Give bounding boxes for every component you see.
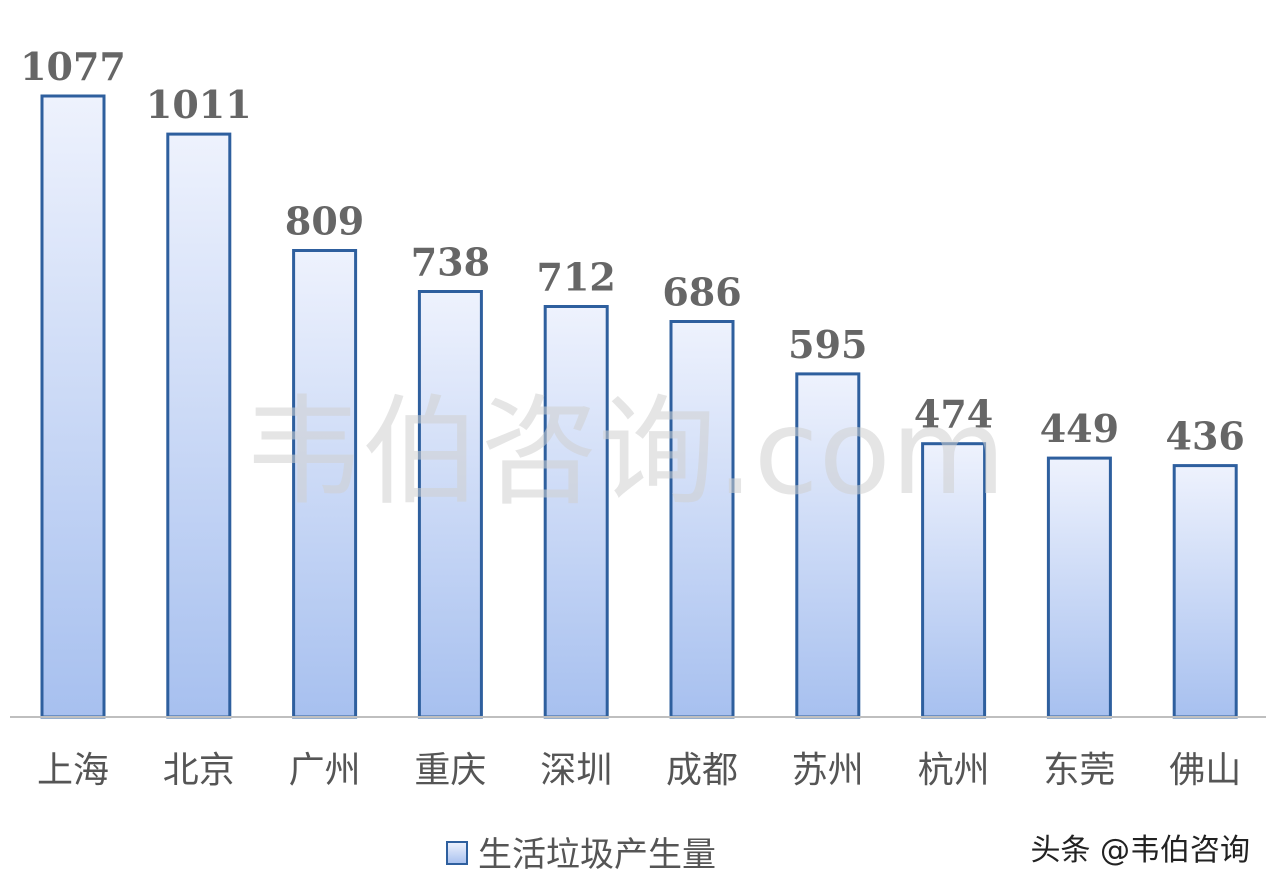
legend: 生活垃圾产生量 — [446, 835, 716, 875]
value-label-10: 436 — [1166, 414, 1245, 459]
value-label-7: 595 — [788, 322, 867, 367]
category-label-8: 杭州 — [918, 750, 990, 791]
category-label-10: 佛山 — [1169, 750, 1241, 791]
bar-10 — [1172, 464, 1238, 719]
legend-label: 生活垃圾产生量 — [478, 835, 716, 875]
bar-4 — [417, 290, 483, 719]
value-label-4: 738 — [411, 240, 490, 285]
value-label-2: 1011 — [146, 82, 252, 127]
value-label-5: 712 — [537, 255, 616, 300]
category-label-7: 苏州 — [792, 750, 864, 791]
bar-9 — [1046, 456, 1112, 719]
value-label-1: 1077 — [20, 44, 126, 89]
value-label-8: 474 — [914, 392, 993, 437]
value-labels-group: 1077 1011 809 738 712 686 595 474 449 436 — [20, 44, 1245, 459]
category-label-9: 东莞 — [1043, 750, 1115, 791]
value-label-3: 809 — [285, 199, 364, 244]
bar-8 — [921, 442, 987, 719]
category-labels-group: 上海 北京 广州 重庆 深圳 成都 苏州 杭州 东莞 佛山 — [37, 750, 1241, 791]
bars-group — [40, 94, 1238, 719]
value-label-9: 449 — [1040, 406, 1119, 451]
bar-2 — [166, 132, 232, 719]
bar-6 — [669, 320, 735, 719]
legend-swatch — [446, 841, 468, 865]
category-label-6: 成都 — [666, 750, 738, 791]
category-label-2: 北京 — [163, 750, 235, 791]
category-label-1: 上海 — [37, 750, 109, 791]
watermark: 韦伯咨询.com — [244, 383, 1006, 521]
bar-1 — [40, 94, 106, 719]
credit-text: 头条 @韦伯咨询 — [1030, 833, 1250, 868]
category-label-3: 广州 — [289, 750, 361, 791]
category-label-5: 深圳 — [540, 750, 612, 791]
value-label-6: 686 — [662, 270, 741, 315]
category-label-4: 重庆 — [414, 750, 486, 791]
